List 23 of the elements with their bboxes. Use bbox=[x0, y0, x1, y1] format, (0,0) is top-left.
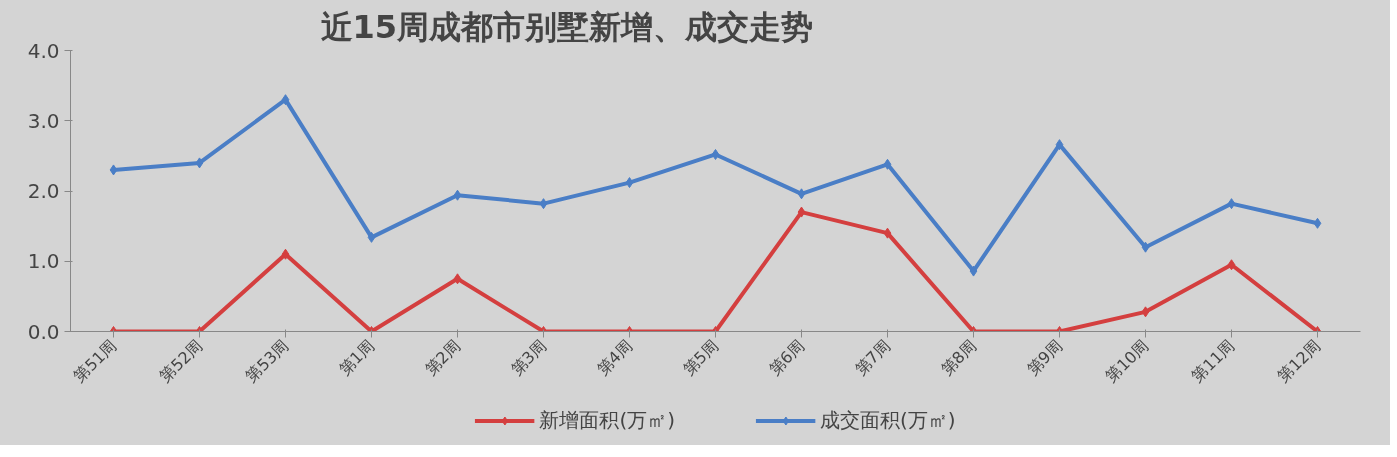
legend-label: 成交面积(万㎡) bbox=[820, 406, 956, 434]
y-tick-label: 3.0 bbox=[27, 108, 60, 133]
legend-label: 新增面积(万㎡) bbox=[539, 406, 675, 434]
x-tick-label: 第2周 bbox=[420, 335, 465, 380]
y-tick-label: 2.0 bbox=[27, 179, 60, 203]
y-tick-label: 1.0 bbox=[27, 249, 60, 274]
x-tick-label: 第6周 bbox=[764, 335, 809, 380]
x-tick-label: 第9周 bbox=[1022, 335, 1067, 380]
y-tick-label: 4.0 bbox=[27, 38, 60, 63]
y-tick-label: 0.0 bbox=[27, 319, 60, 344]
x-tick-label: 第3周 bbox=[506, 335, 551, 380]
x-tick-label: 第8周 bbox=[936, 335, 981, 380]
x-tick-label: 第12周 bbox=[1273, 335, 1325, 387]
x-tick-label: 第51周 bbox=[69, 335, 121, 387]
x-tick-label: 第52周 bbox=[155, 335, 207, 387]
x-tick-label: 第10周 bbox=[1101, 335, 1153, 387]
x-tick-label: 第1周 bbox=[334, 335, 379, 380]
x-tick-label: 第53周 bbox=[241, 335, 293, 387]
x-tick-label: 第4周 bbox=[592, 335, 637, 380]
x-tick-label: 第11周 bbox=[1187, 335, 1239, 387]
x-tick-label: 第5周 bbox=[678, 335, 723, 380]
x-tick-label: 第7周 bbox=[850, 335, 895, 380]
chart-title: 近15周成都市别墅新增、成交走势 bbox=[320, 7, 814, 46]
